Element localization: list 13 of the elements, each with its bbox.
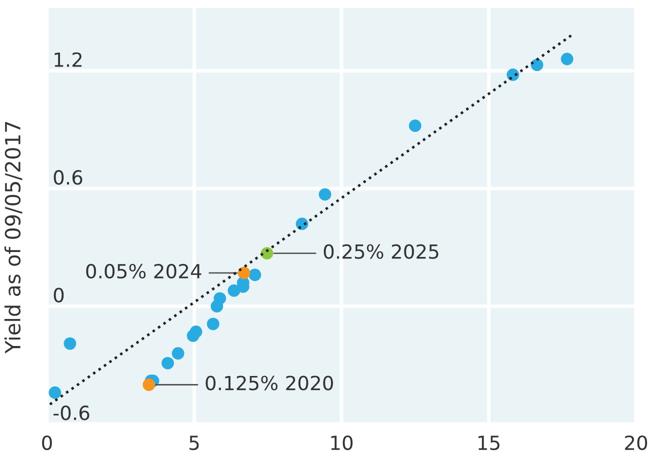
annotation: 0.25% 2025 — [324, 244, 438, 259]
x-tick-label: 20 — [625, 435, 648, 450]
y-tick-label: 1.2 — [54, 52, 82, 67]
x-tick-label: 10 — [331, 435, 353, 450]
y-tick-label: 0.6 — [54, 170, 82, 185]
y-tick-label: 0 — [54, 288, 64, 302]
annotation: 0.125% 2020 — [206, 376, 333, 390]
x-tick-label: 15 — [478, 436, 500, 450]
x-tick-label: 0 — [42, 435, 52, 450]
annotation: 0.05% 2024 — [86, 264, 202, 279]
y-tick-label: -0.6 — [54, 406, 90, 420]
x-tick-label: 5 — [190, 436, 199, 450]
y-axis-title: Yield as of 09/05/2017 — [4, 122, 22, 354]
